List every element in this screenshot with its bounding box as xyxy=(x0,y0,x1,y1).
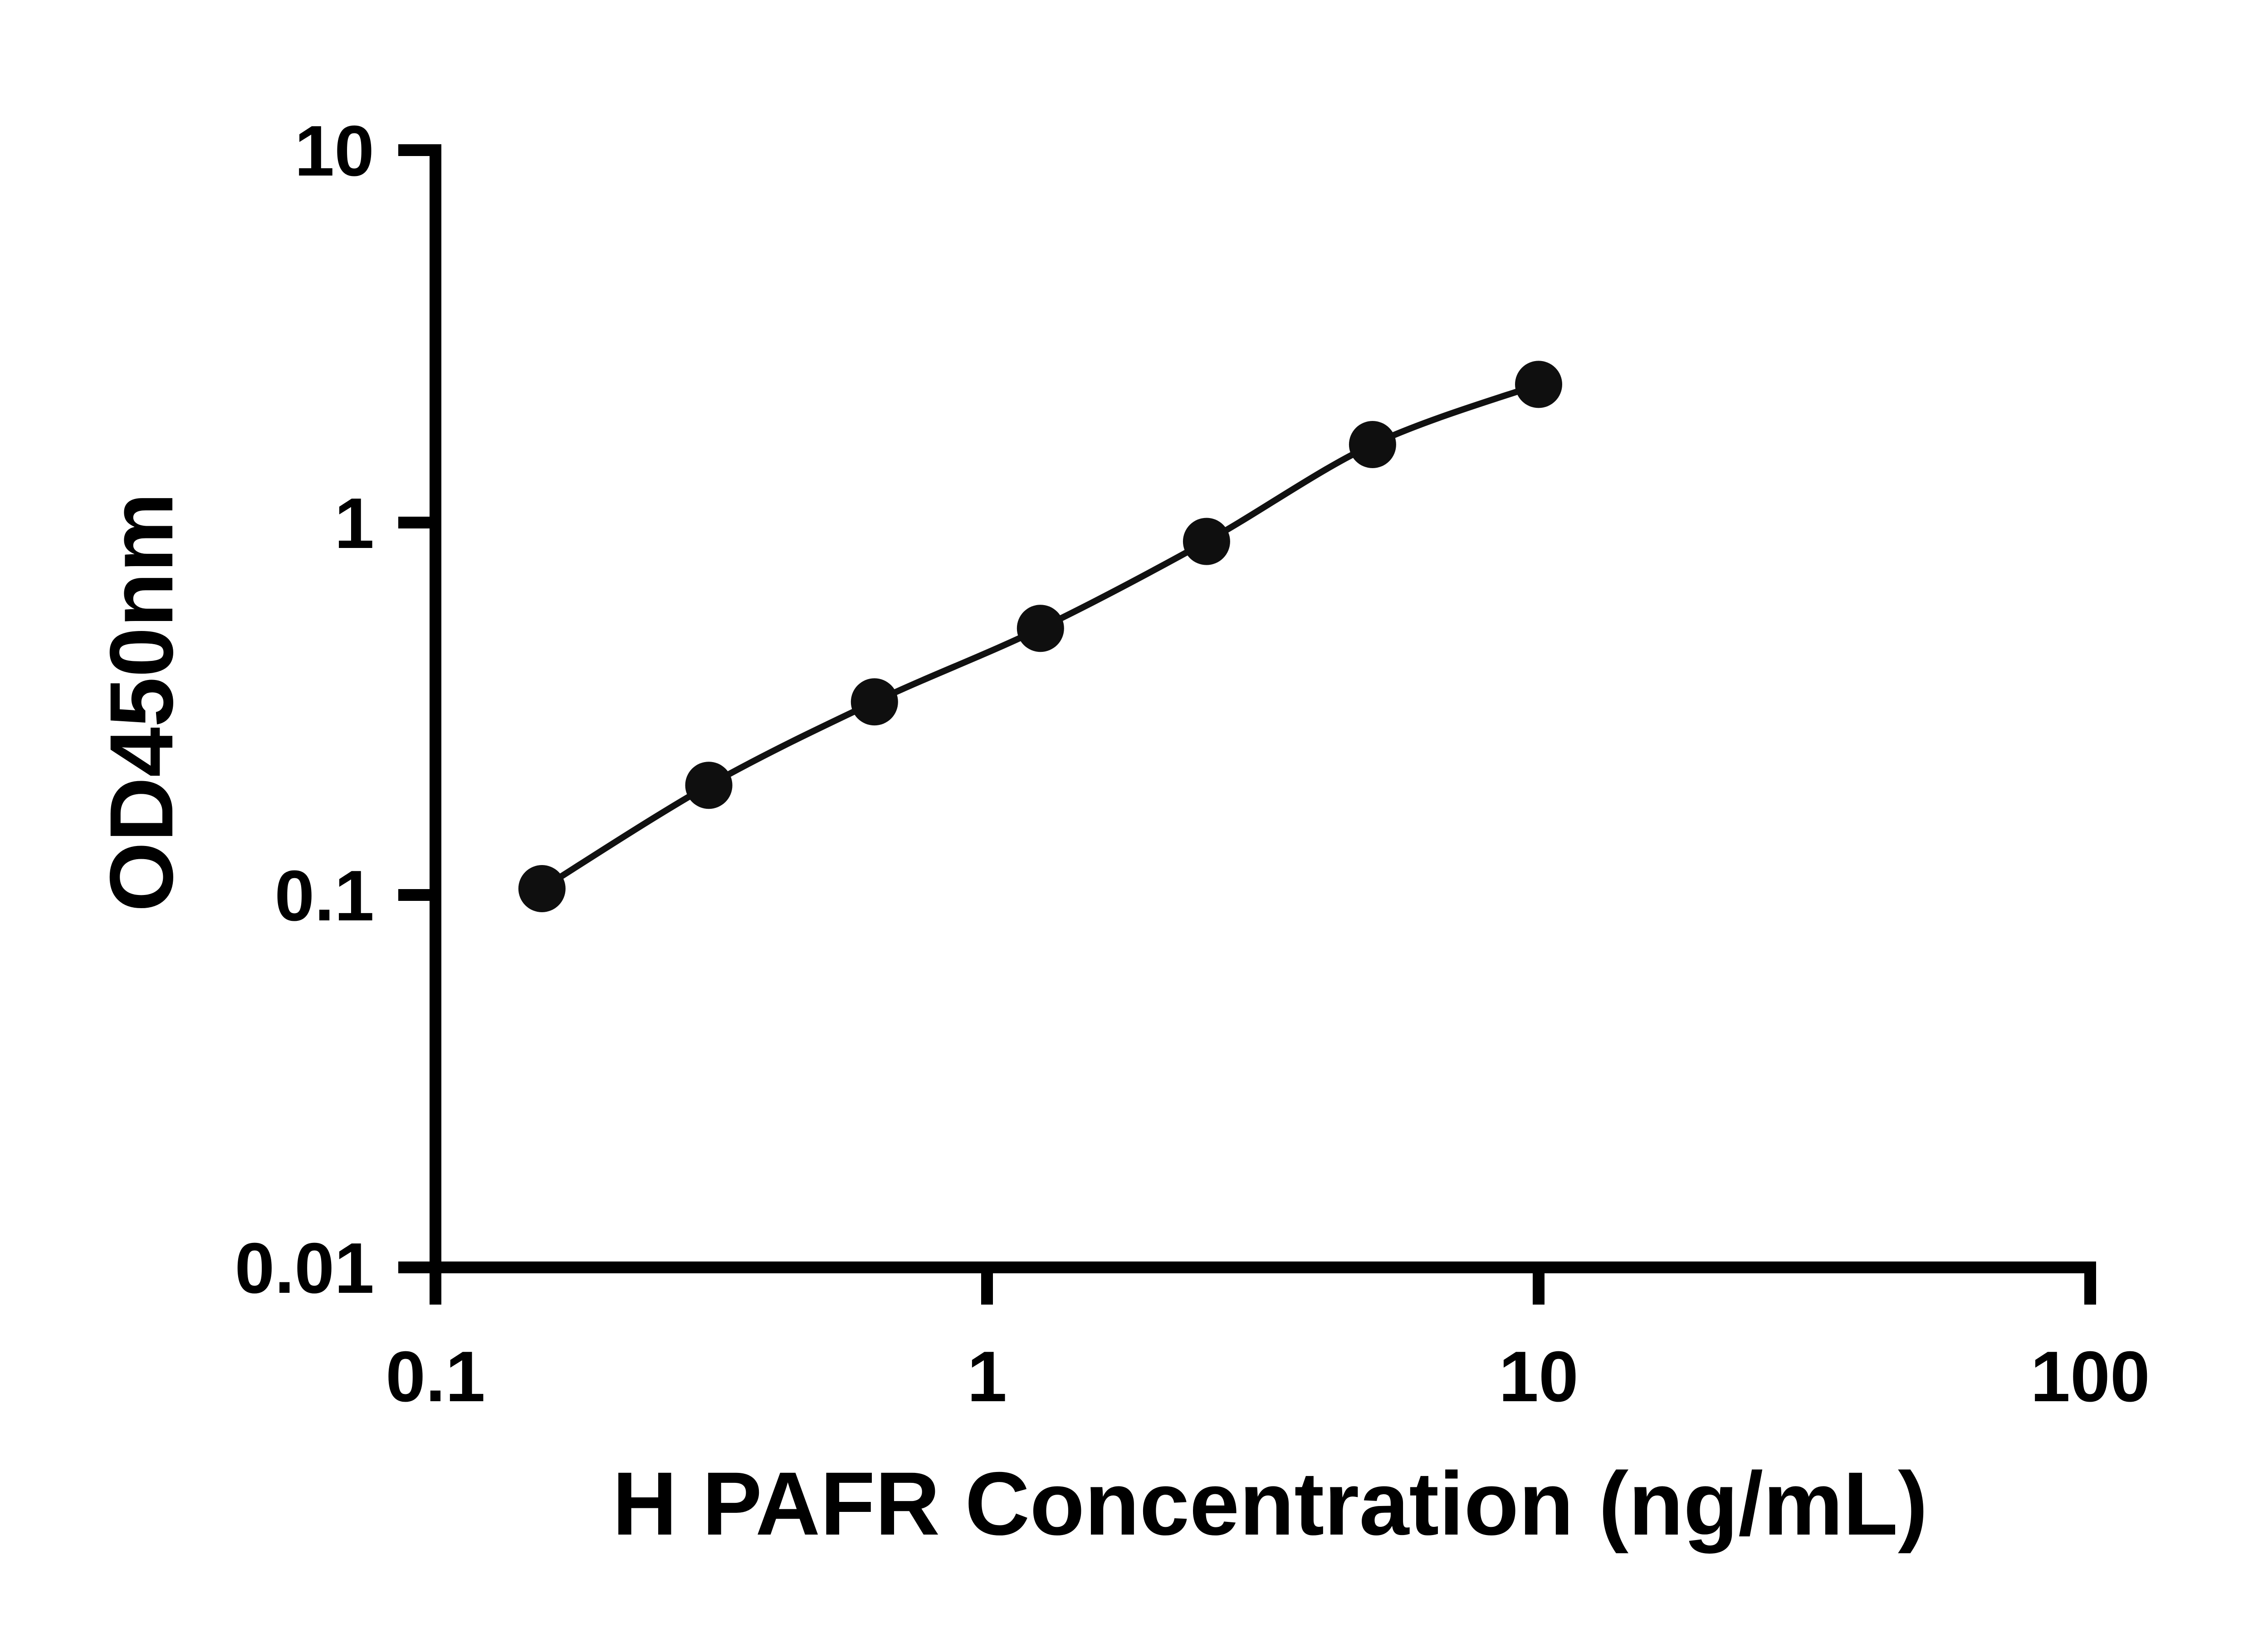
y-tick-label: 0.1 xyxy=(274,856,374,936)
data-point xyxy=(1515,361,1562,408)
y-tick-label: 1 xyxy=(334,484,374,563)
x-tick-label: 0.1 xyxy=(386,1337,485,1417)
data-point xyxy=(1017,605,1064,652)
x-axis-title: H PAFR Concentration (ng/mL) xyxy=(612,1453,1928,1554)
x-tick-label: 100 xyxy=(2030,1337,2150,1417)
data-point xyxy=(518,865,566,912)
data-point xyxy=(685,762,733,809)
x-tick-label: 1 xyxy=(967,1337,1007,1417)
data-point xyxy=(1349,421,1396,468)
y-tick-label: 0.01 xyxy=(235,1228,374,1308)
y-axis-title: OD450nm xyxy=(91,492,191,912)
x-tick-label: 10 xyxy=(1499,1337,1579,1417)
y-tick-label: 10 xyxy=(294,111,374,191)
axes-frame xyxy=(430,144,2096,1273)
data-point xyxy=(850,678,898,726)
data-point xyxy=(1183,518,1230,565)
